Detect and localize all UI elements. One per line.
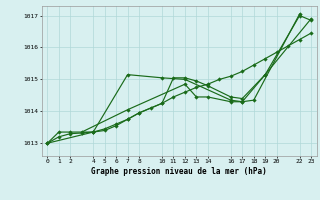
X-axis label: Graphe pression niveau de la mer (hPa): Graphe pression niveau de la mer (hPa) <box>91 167 267 176</box>
